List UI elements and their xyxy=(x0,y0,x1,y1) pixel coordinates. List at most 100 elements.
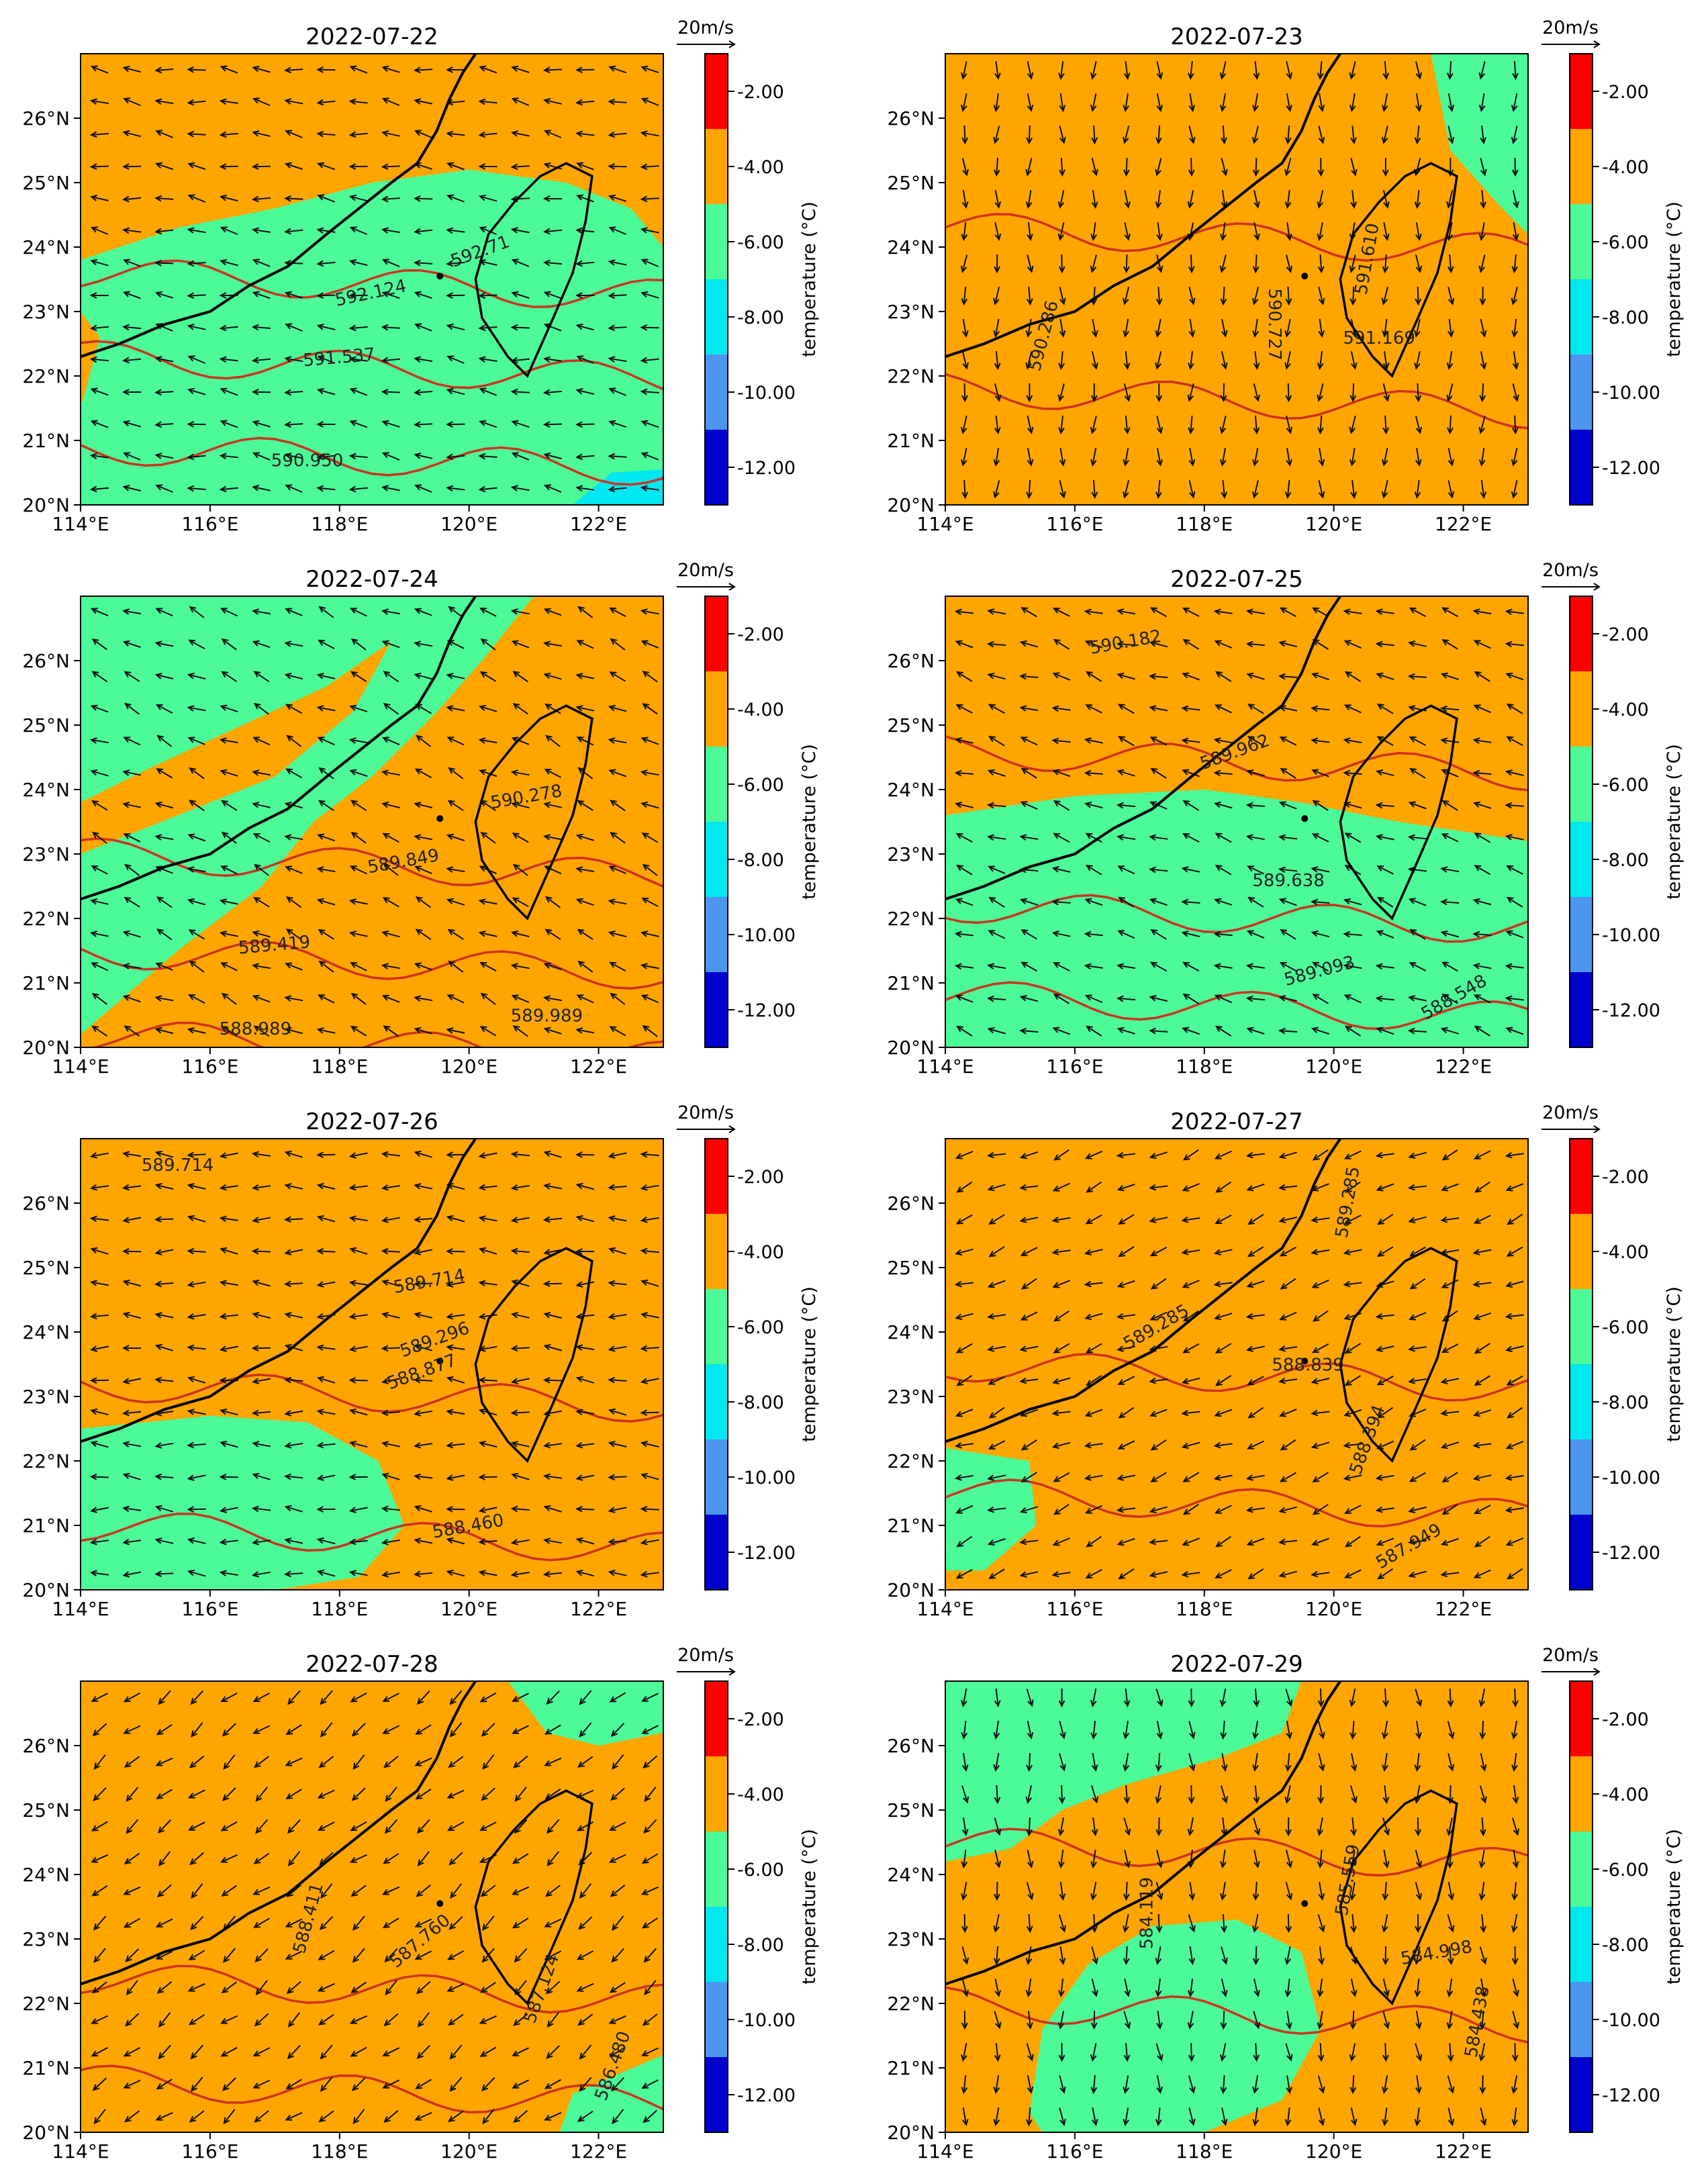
wind-vector xyxy=(1117,1440,1135,1450)
wind-vector xyxy=(642,2013,658,2026)
wind-vector xyxy=(122,769,142,776)
wind-vector xyxy=(187,1027,206,1034)
wind-vector xyxy=(1507,1568,1523,1580)
wind-vector xyxy=(1252,2075,1259,2095)
wind-vector xyxy=(1149,1247,1168,1257)
wind-vector xyxy=(285,704,303,714)
colorbar-tick-label: -6.00 xyxy=(1602,232,1649,253)
wind-vector xyxy=(1021,929,1038,940)
colorbar-band xyxy=(1570,897,1593,972)
wind-vector xyxy=(1446,1849,1454,1869)
lat-tick-label: 25°N xyxy=(22,714,70,737)
wind-vector xyxy=(446,1313,465,1320)
wind-vector xyxy=(154,834,174,841)
wind-vector xyxy=(222,1723,236,1737)
wind-vector xyxy=(285,608,303,616)
wind-vector xyxy=(1311,930,1330,938)
wind-vector xyxy=(414,98,433,105)
wind-vector xyxy=(1280,1439,1296,1451)
wind-vector xyxy=(123,737,141,746)
lat-tick-label: 24°N xyxy=(22,1864,70,1886)
wind-vector xyxy=(955,994,974,1003)
wind-vector xyxy=(1344,1505,1362,1514)
wind-vector xyxy=(317,194,335,203)
wind-vector xyxy=(417,1851,430,1866)
wind-vector xyxy=(1311,866,1330,873)
wind-vector xyxy=(1343,1441,1362,1449)
wind-vector xyxy=(1123,480,1130,499)
wind-vector xyxy=(1480,190,1486,209)
wind-vector xyxy=(1507,1213,1523,1225)
map-panel: 2022-07-23591.610591.169590.727590.28611… xyxy=(887,17,1685,535)
wind-vector xyxy=(1343,640,1362,649)
wind-vector xyxy=(156,2079,173,2090)
wind-vector xyxy=(1479,2075,1486,2095)
wind-vector xyxy=(1344,1343,1362,1354)
wind-vector xyxy=(1116,802,1136,809)
wind-vector xyxy=(316,66,336,73)
wind-vector xyxy=(1349,61,1356,80)
panel-title: 2022-07-25 xyxy=(1170,566,1303,593)
wind-vector xyxy=(252,258,271,267)
wind-vector xyxy=(90,387,109,396)
wind-vector xyxy=(287,2044,301,2060)
wind-vector xyxy=(1311,1249,1330,1255)
wind-vector xyxy=(1473,704,1491,714)
wind-vector xyxy=(252,1725,271,1734)
wind-vector xyxy=(608,194,627,202)
lat-tick-label: 20°N xyxy=(887,1037,935,1059)
wind-vector xyxy=(1447,2075,1455,2094)
wind-vector xyxy=(1382,383,1390,402)
wind-vector xyxy=(89,1152,109,1159)
wind-vector xyxy=(609,961,626,972)
wind-vector xyxy=(414,453,433,459)
wind-vector xyxy=(1278,1217,1298,1224)
wind-vector xyxy=(254,863,269,876)
wind-vector xyxy=(1058,2042,1065,2062)
wind-vector xyxy=(1221,158,1228,177)
wind-vector xyxy=(1019,834,1039,841)
wind-vector xyxy=(1091,1785,1099,1804)
wind-vector xyxy=(640,485,659,492)
wind-vector xyxy=(1506,1375,1523,1386)
wind-vector xyxy=(1480,2107,1487,2126)
wind-vector xyxy=(287,2012,301,2028)
wind-vector xyxy=(154,389,174,396)
wind-vector xyxy=(351,1723,366,1737)
wind-vector xyxy=(316,1376,336,1384)
wind-vector xyxy=(220,608,238,617)
wind-vector xyxy=(1027,2010,1033,2030)
wind-vector xyxy=(1086,1181,1102,1193)
wind-vector xyxy=(575,292,595,299)
wind-vector xyxy=(155,608,173,617)
wind-vector xyxy=(1123,1914,1129,1933)
taiwan-coastline xyxy=(1339,1789,1458,2006)
wind-vector xyxy=(414,834,433,841)
wind-vector xyxy=(1021,1278,1037,1290)
temperature-region xyxy=(945,790,1528,1047)
wind-vector xyxy=(545,1981,561,1995)
wind-vector xyxy=(1090,93,1097,112)
wind-vector xyxy=(611,1948,624,1963)
wind-vector xyxy=(187,1983,205,1992)
lat-tick-label: 24°N xyxy=(22,236,70,258)
lat-tick-label: 21°N xyxy=(887,1515,935,1537)
wind-vector xyxy=(416,1981,431,1995)
colorbar-tick-label: -8.00 xyxy=(1602,1935,1649,1956)
wind-vector xyxy=(122,65,141,73)
wind-vector xyxy=(187,194,206,203)
wind-vector xyxy=(414,1249,433,1255)
wind-vector xyxy=(1317,1721,1325,1740)
wind-vector xyxy=(90,195,109,201)
wind-vector xyxy=(416,2044,430,2060)
wind-vector xyxy=(1446,1817,1453,1836)
geopotential-contour xyxy=(81,941,663,990)
wind-vector xyxy=(1349,2043,1356,2062)
wind-vector xyxy=(318,606,334,618)
wind-vector xyxy=(479,1247,497,1255)
wind-vector xyxy=(414,1150,432,1158)
colorbar-tick-label: -6.00 xyxy=(737,775,784,796)
wind-vector xyxy=(1221,1753,1228,1772)
wind-vector xyxy=(285,2111,303,2121)
wind-vector xyxy=(575,1151,595,1158)
